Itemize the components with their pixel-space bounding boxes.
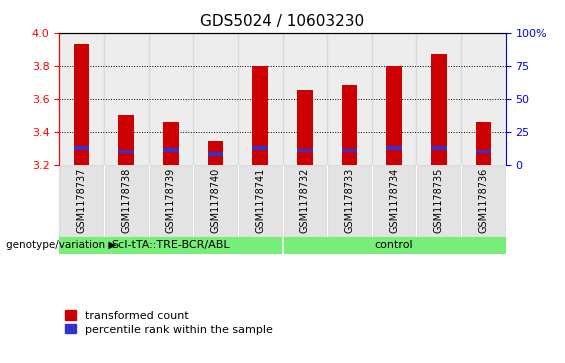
Text: GSM1178736: GSM1178736 xyxy=(479,168,488,233)
Bar xyxy=(416,164,461,237)
Bar xyxy=(253,66,268,164)
Bar xyxy=(74,146,89,150)
Text: GSM1178735: GSM1178735 xyxy=(434,168,444,233)
Bar xyxy=(461,33,506,164)
Bar xyxy=(163,122,179,164)
Bar xyxy=(149,164,193,237)
Text: GSM1178732: GSM1178732 xyxy=(300,168,310,233)
Text: control: control xyxy=(375,240,414,250)
Bar xyxy=(282,237,506,254)
Bar xyxy=(342,149,357,152)
Bar xyxy=(461,164,506,237)
Bar xyxy=(238,164,282,237)
Bar xyxy=(386,146,402,150)
Bar xyxy=(372,33,416,164)
Bar xyxy=(238,33,282,164)
Bar xyxy=(119,115,134,164)
Bar xyxy=(476,122,491,164)
Title: GDS5024 / 10603230: GDS5024 / 10603230 xyxy=(201,14,364,29)
Bar xyxy=(104,33,149,164)
Bar xyxy=(431,54,446,164)
Text: genotype/variation ▶: genotype/variation ▶ xyxy=(6,240,116,250)
Bar xyxy=(59,237,282,254)
Bar xyxy=(372,164,416,237)
Bar xyxy=(342,85,357,164)
Text: GSM1178740: GSM1178740 xyxy=(211,168,220,233)
Text: GSM1178741: GSM1178741 xyxy=(255,168,265,233)
Bar xyxy=(327,164,372,237)
Bar xyxy=(282,33,327,164)
Bar xyxy=(253,146,268,150)
Bar xyxy=(431,146,446,150)
Bar xyxy=(297,149,312,152)
Text: GSM1178733: GSM1178733 xyxy=(345,168,354,233)
Bar xyxy=(208,142,223,164)
Bar xyxy=(119,150,134,153)
Bar xyxy=(327,33,372,164)
Bar xyxy=(208,152,223,156)
Bar xyxy=(193,33,238,164)
Text: GSM1178734: GSM1178734 xyxy=(389,168,399,233)
Bar xyxy=(282,164,327,237)
Bar xyxy=(104,164,149,237)
Bar xyxy=(416,33,461,164)
Text: GSM1178738: GSM1178738 xyxy=(121,168,131,233)
Text: GSM1178737: GSM1178737 xyxy=(77,168,86,233)
Bar xyxy=(476,150,491,153)
Legend: transformed count, percentile rank within the sample: transformed count, percentile rank withi… xyxy=(65,310,273,335)
Bar xyxy=(163,148,179,151)
Bar xyxy=(297,90,312,164)
Bar xyxy=(74,44,89,164)
Text: ScI-tTA::TRE-BCR/ABL: ScI-tTA::TRE-BCR/ABL xyxy=(112,240,230,250)
Text: GSM1178739: GSM1178739 xyxy=(166,168,176,233)
Bar xyxy=(59,164,104,237)
Bar xyxy=(386,66,402,164)
Bar xyxy=(193,164,238,237)
Bar xyxy=(59,33,104,164)
Bar xyxy=(149,33,193,164)
